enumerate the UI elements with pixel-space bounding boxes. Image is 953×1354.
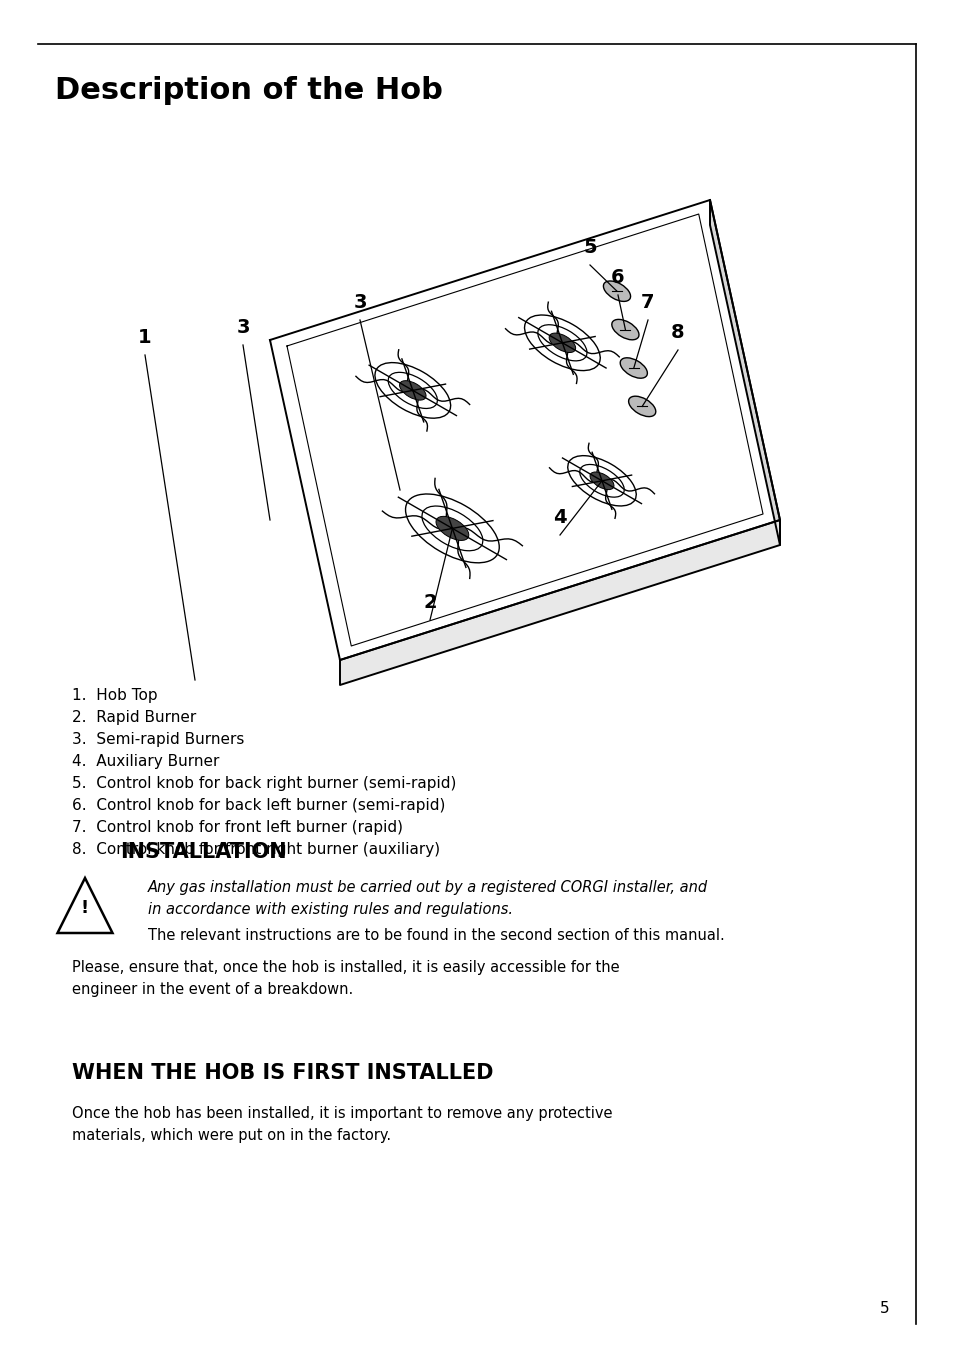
Ellipse shape (399, 380, 426, 401)
Ellipse shape (375, 363, 450, 418)
Text: 8.  Control knob for front right burner (auxiliary): 8. Control knob for front right burner (… (71, 842, 439, 857)
Ellipse shape (567, 456, 636, 506)
Text: 3.  Semi-rapid Burners: 3. Semi-rapid Burners (71, 733, 244, 747)
Ellipse shape (388, 372, 436, 409)
Ellipse shape (619, 357, 647, 378)
Text: 7: 7 (640, 292, 654, 311)
Text: 1: 1 (138, 328, 152, 347)
Ellipse shape (549, 333, 575, 352)
Text: The relevant instructions are to be found in the second section of this manual.: The relevant instructions are to be foun… (148, 927, 724, 942)
Text: 5.  Control knob for back right burner (semi-rapid): 5. Control knob for back right burner (s… (71, 776, 456, 791)
Ellipse shape (524, 315, 599, 371)
Text: 3: 3 (353, 292, 366, 311)
Ellipse shape (421, 506, 482, 551)
Text: in accordance with existing rules and regulations.: in accordance with existing rules and re… (148, 902, 513, 917)
Text: 6: 6 (611, 268, 624, 287)
Text: 7.  Control knob for front left burner (rapid): 7. Control knob for front left burner (r… (71, 821, 402, 835)
Ellipse shape (405, 494, 498, 563)
Ellipse shape (436, 516, 468, 540)
Text: WHEN THE HOB IS FIRST INSTALLED: WHEN THE HOB IS FIRST INSTALLED (71, 1063, 493, 1083)
Text: 4.  Auxiliary Burner: 4. Auxiliary Burner (71, 754, 219, 769)
Text: 2: 2 (423, 593, 436, 612)
Ellipse shape (589, 473, 614, 490)
Text: materials, which were put on in the factory.: materials, which were put on in the fact… (71, 1128, 391, 1143)
Polygon shape (339, 520, 780, 685)
Text: 4: 4 (553, 508, 566, 527)
Ellipse shape (628, 397, 655, 417)
Text: engineer in the event of a breakdown.: engineer in the event of a breakdown. (71, 982, 353, 997)
Ellipse shape (603, 282, 630, 302)
Polygon shape (709, 200, 780, 546)
Ellipse shape (537, 325, 586, 362)
Text: Any gas installation must be carried out by a registered CORGI installer, and: Any gas installation must be carried out… (148, 880, 707, 895)
Text: 8: 8 (671, 324, 684, 343)
Text: Please, ensure that, once the hob is installed, it is easily accessible for the: Please, ensure that, once the hob is ins… (71, 960, 619, 975)
Text: Description of the Hob: Description of the Hob (55, 76, 442, 106)
Text: 5: 5 (880, 1301, 889, 1316)
Ellipse shape (611, 320, 639, 340)
Text: 2.  Rapid Burner: 2. Rapid Burner (71, 709, 196, 724)
Text: 6.  Control knob for back left burner (semi-rapid): 6. Control knob for back left burner (se… (71, 798, 445, 812)
Polygon shape (270, 200, 780, 659)
Text: INSTALLATION: INSTALLATION (120, 842, 286, 862)
Text: Once the hob has been installed, it is important to remove any protective: Once the hob has been installed, it is i… (71, 1106, 612, 1121)
Text: !: ! (81, 899, 89, 917)
Text: 3: 3 (236, 318, 250, 337)
Text: 1.  Hob Top: 1. Hob Top (71, 688, 157, 703)
Text: 5: 5 (582, 238, 597, 257)
Ellipse shape (579, 464, 623, 497)
Polygon shape (57, 877, 112, 933)
